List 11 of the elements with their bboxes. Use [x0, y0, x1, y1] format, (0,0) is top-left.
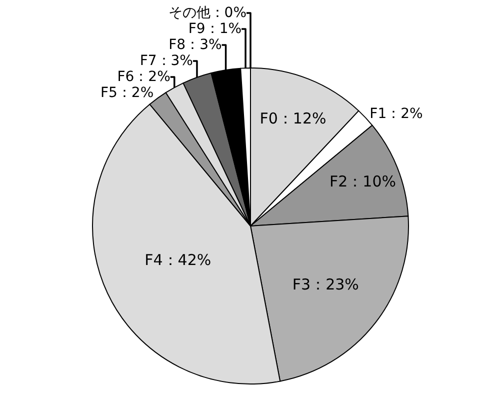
slice-label: F1：2% — [370, 106, 423, 122]
category-label: その他：0% — [168, 4, 246, 21]
slice-label: F5：2% — [100, 84, 154, 101]
slice-label: F2：10% — [329, 172, 396, 191]
slice-label: F4：42% — [144, 251, 212, 270]
slice-label: F7：3% — [140, 52, 193, 69]
slice-label: F6：2% — [117, 68, 170, 85]
slice-label: F8：3% — [168, 36, 222, 53]
slice-label: F9：1% — [188, 20, 242, 37]
slice-label: F3：23% — [292, 275, 359, 294]
slice-label: F0：12% — [260, 110, 326, 128]
